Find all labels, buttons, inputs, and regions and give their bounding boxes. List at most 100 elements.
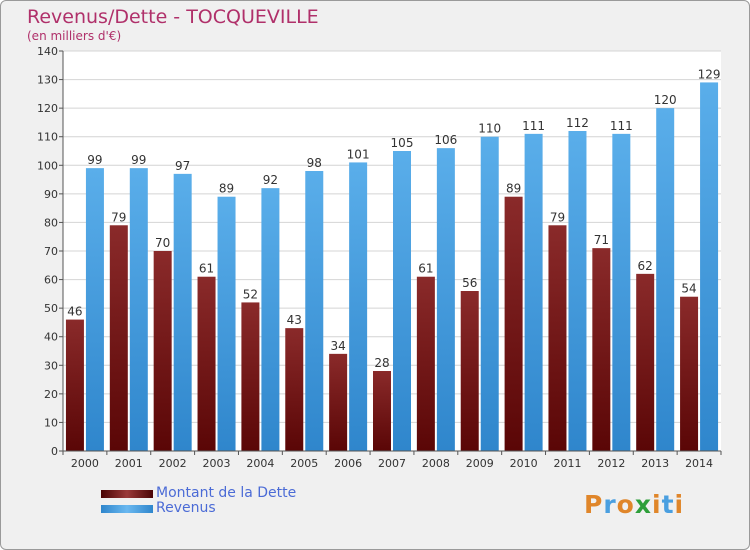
chart-subtitle: (en milliers d'€) [27,29,122,43]
bar-revenue [261,188,280,451]
data-label-debt: 71 [594,233,609,247]
bar-revenue [393,151,411,451]
data-label-revenue: 111 [610,119,633,133]
data-label-debt: 61 [418,262,433,276]
bar-debt [636,273,655,451]
bar-debt [109,225,128,451]
data-label-revenue: 92 [263,173,278,187]
y-tick-label: 90 [44,188,58,201]
y-tick-label: 50 [44,302,58,315]
logo-letter: i [674,490,685,519]
x-tick-label: 2007 [378,457,406,470]
legend-label-debt: Montant de la Dette [156,485,297,501]
x-tick-label: 2012 [597,457,625,470]
data-label-revenue: 111 [522,119,545,133]
data-label-revenue: 120 [654,93,677,107]
bar-revenue [349,162,368,451]
bar-debt [329,353,348,451]
bar-revenue [656,108,675,452]
y-tick-label: 60 [44,274,58,287]
data-label-revenue: 110 [478,122,501,136]
bar-debt [197,276,216,451]
logo-letter: t [661,490,675,519]
x-tick-label: 2009 [466,457,494,470]
data-label-debt: 34 [330,339,345,353]
bar-debt [65,319,84,451]
data-label-debt: 79 [111,210,126,224]
y-tick-label: 140 [37,45,58,58]
legend-label-revenue: Revenus [156,500,216,516]
logo-letter: x [634,490,652,519]
bar-revenue [524,133,543,451]
data-label-debt: 43 [287,313,302,327]
y-tick-label: 40 [44,331,58,344]
bar-debt [241,302,260,451]
y-tick-label: 130 [37,74,58,87]
x-tick-label: 2008 [422,457,450,470]
data-label-debt: 54 [681,282,696,296]
bar-revenue [129,168,148,451]
bar-debt [592,248,611,451]
bar-revenue [217,196,236,451]
chart-title: Revenus/Dette - TOCQUEVILLE [27,6,319,28]
data-label-debt: 89 [506,182,521,196]
bar-revenue [305,171,324,451]
y-tick-label: 110 [37,131,58,144]
data-label-revenue: 112 [566,116,589,130]
data-label-debt: 28 [374,356,389,370]
logo-letter: P [584,490,604,519]
data-label-revenue: 98 [307,156,322,170]
data-label-debt: 61 [199,262,214,276]
bar-revenue [480,136,499,451]
data-label-revenue: 106 [434,133,457,147]
x-tick-label: 2010 [510,457,538,470]
x-tick-label: 2004 [246,457,274,470]
x-tick-label: 2006 [334,457,362,470]
bar-debt [373,371,391,451]
y-tick-label: 10 [44,416,58,429]
y-tick-label: 120 [37,102,58,115]
bar-revenue [436,148,455,451]
data-label-debt: 46 [67,305,82,319]
y-tick-label: 100 [37,159,58,172]
x-tick-label: 2013 [641,457,669,470]
bar-debt [680,296,699,451]
x-tick-label: 2002 [159,457,187,470]
data-label-debt: 56 [462,276,477,290]
data-label-revenue: 99 [131,153,146,167]
proxiti-logo: Proxiti [584,490,684,519]
data-label-revenue: 97 [175,159,190,173]
data-label-debt: 62 [638,259,653,273]
bar-debt [548,225,567,451]
data-label-debt: 70 [155,236,170,250]
bar-chart: 46 99 79 99 70 97 61 89 52 92 43 98 34 101 28 105 61 106 5… [37,45,722,470]
bar-revenue [85,168,104,451]
bar-revenue [173,173,192,451]
bar-debt [416,276,435,451]
bar-debt [285,328,304,451]
y-tick-label: 20 [44,388,58,401]
y-tick-label: 80 [44,216,58,229]
data-label-revenue: 99 [87,153,102,167]
revenue-swatch [101,505,153,513]
bar-revenue [568,131,587,451]
debt-swatch [101,490,153,498]
logo-letter: i [652,490,662,519]
logo-letter: o [616,490,635,519]
data-label-revenue: 129 [698,67,721,81]
data-label-revenue: 89 [219,182,234,196]
data-label-debt: 79 [550,210,565,224]
x-tick-label: 2005 [290,457,318,470]
x-tick-label: 2001 [115,457,143,470]
bar-debt [153,251,172,451]
x-tick-label: 2000 [71,457,99,470]
data-label-debt: 52 [243,287,258,301]
y-tick-label: 70 [44,245,58,258]
y-tick-label: 0 [51,445,58,458]
bar-debt [504,196,523,451]
data-label-revenue: 101 [347,147,370,161]
y-tick-label: 30 [44,359,58,372]
x-tick-label: 2011 [553,457,581,470]
logo-letter: r [603,490,617,519]
